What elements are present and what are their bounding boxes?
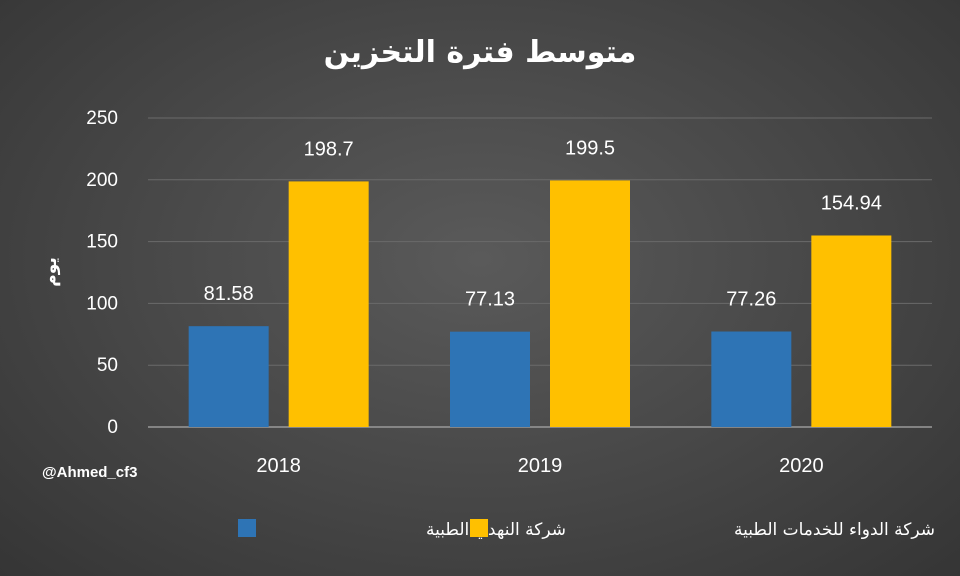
legend-swatch bbox=[470, 519, 488, 537]
x-axis-ticks: 2018 2019 2020 bbox=[256, 455, 823, 477]
bar-2019-series-1 bbox=[450, 331, 530, 427]
y-axis-title: يوم bbox=[41, 257, 61, 287]
legend-swatch bbox=[238, 519, 256, 537]
bar-2020-series-1 bbox=[711, 331, 792, 427]
gridlines bbox=[148, 117, 932, 428]
data-labels: 81.58 198.7 77.13 199.5 77.26 154.94 bbox=[204, 137, 882, 310]
legend-item: شركة الدواء للخدمات الطبية bbox=[470, 519, 935, 540]
data-label: 154.94 bbox=[821, 192, 882, 214]
y-tick-label: 150 bbox=[86, 232, 118, 253]
data-label: 199.5 bbox=[565, 137, 615, 159]
y-tick-label: 200 bbox=[86, 170, 118, 191]
data-label: 198.7 bbox=[304, 138, 354, 160]
y-tick-label: 100 bbox=[86, 293, 118, 314]
chart-title: متوسط فترة التخزين bbox=[324, 35, 637, 70]
bar-2019-series-2 bbox=[550, 180, 630, 427]
bar-2018-series-2 bbox=[288, 181, 369, 427]
y-tick-label: 0 bbox=[107, 417, 118, 438]
legend-label: شركة النهدي الطبية bbox=[426, 520, 566, 540]
x-tick-label: 2019 bbox=[518, 455, 563, 477]
data-label: 81.58 bbox=[204, 283, 254, 305]
x-tick-label: 2020 bbox=[779, 455, 824, 477]
x-tick-label: 2018 bbox=[256, 455, 301, 477]
bars bbox=[188, 180, 892, 427]
watermark-handle: @Ahmed_cf3 bbox=[42, 464, 138, 481]
legend-item: شركة النهدي الطبية bbox=[238, 519, 566, 540]
legend: شركة النهدي الطبية شركة الدواء للخدمات ال… bbox=[238, 519, 935, 540]
y-tick-label: 50 bbox=[97, 355, 118, 376]
y-tick-label: 250 bbox=[86, 108, 118, 129]
legend-label: شركة الدواء للخدمات الطبية bbox=[734, 520, 935, 540]
bar-2020-series-2 bbox=[811, 235, 892, 427]
y-axis-ticks: 0 50 100 150 200 250 bbox=[86, 108, 118, 438]
bar-2018-series-1 bbox=[188, 326, 269, 427]
data-label: 77.13 bbox=[465, 289, 515, 311]
data-label: 77.26 bbox=[726, 289, 776, 311]
